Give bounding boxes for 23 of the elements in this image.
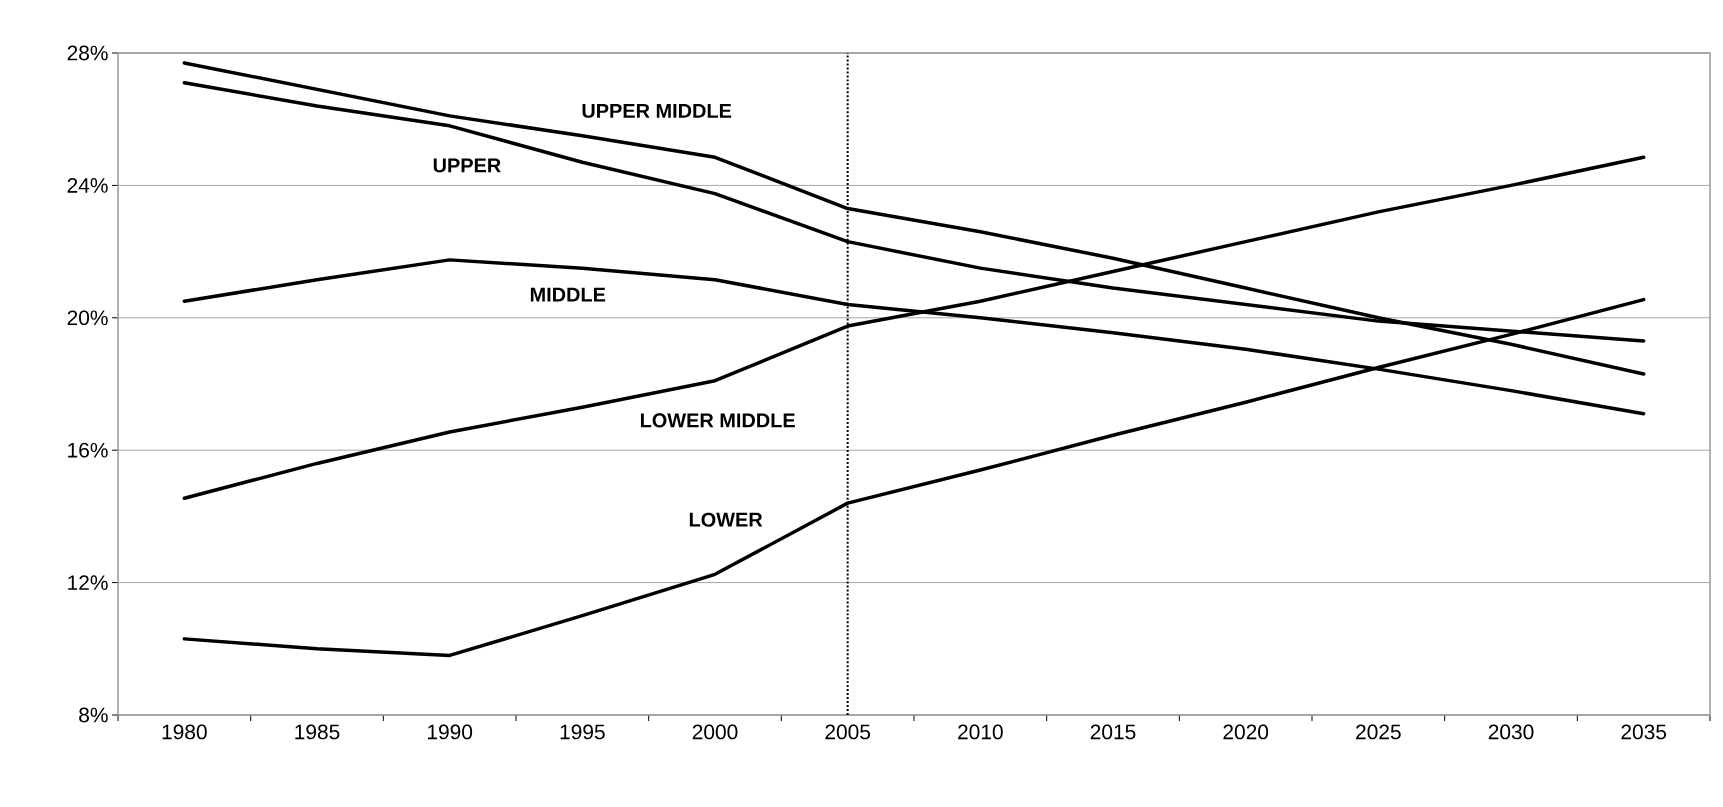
- x-tick-label: 2005: [825, 724, 871, 740]
- y-tick-label: 28%: [67, 45, 108, 61]
- y-tick-label: 12%: [68, 575, 108, 590]
- x-tick-label: 2015: [1090, 724, 1136, 740]
- x-tick-label: 2030: [1488, 724, 1534, 740]
- x-tick-label: 2035: [1621, 724, 1667, 740]
- y-tick-label: 8%: [79, 707, 108, 723]
- series-label: UPPER: [433, 158, 501, 173]
- y-tick-label: 20%: [67, 310, 108, 326]
- y-tick-label: 24%: [67, 178, 108, 193]
- y-tick-label: 16%: [68, 442, 108, 458]
- series-label: UPPER MIDDLE: [582, 103, 732, 118]
- x-tick-label: 2010: [958, 724, 1003, 740]
- series-label: LOWER: [689, 512, 763, 527]
- x-tick-label: 2020: [1223, 724, 1269, 740]
- x-tick-label: 2000: [692, 724, 738, 740]
- x-tick-label: 1980: [162, 724, 207, 740]
- x-tick-label: 1985: [295, 724, 340, 740]
- series-label: MIDDLE: [530, 287, 606, 302]
- x-tick-label: 1995: [560, 724, 605, 740]
- x-tick-label: 1990: [427, 724, 473, 740]
- x-tick-label: 2025: [1356, 724, 1401, 740]
- series-label: LOWER MIDDLE: [640, 413, 795, 428]
